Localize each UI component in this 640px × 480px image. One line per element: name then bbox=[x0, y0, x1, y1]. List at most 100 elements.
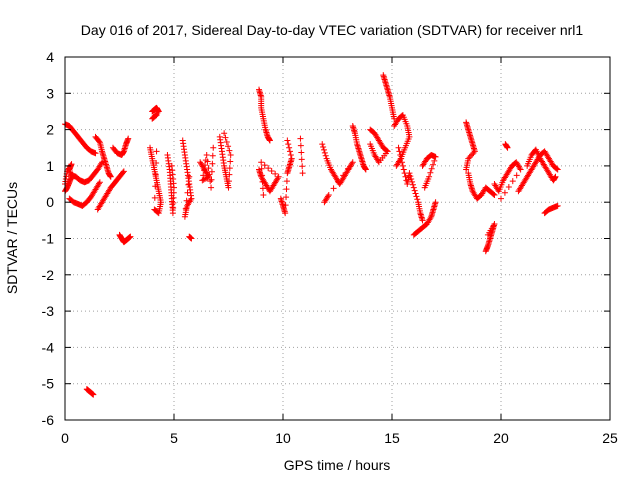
data-point bbox=[463, 166, 470, 173]
data-point bbox=[517, 166, 524, 173]
data-point bbox=[411, 187, 418, 194]
x-tick-label: 25 bbox=[602, 430, 618, 446]
data-point bbox=[274, 175, 281, 182]
data-point bbox=[552, 173, 559, 180]
data-point bbox=[169, 210, 176, 217]
data-point bbox=[467, 152, 474, 159]
data-point bbox=[226, 171, 233, 178]
data-point bbox=[344, 165, 351, 172]
data-point bbox=[286, 144, 293, 151]
data-point bbox=[98, 160, 105, 167]
data-point bbox=[297, 142, 304, 149]
y-tick-label: 3 bbox=[46, 85, 54, 101]
data-point bbox=[288, 155, 295, 162]
data-point bbox=[96, 138, 103, 145]
data-point bbox=[259, 185, 266, 192]
data-point bbox=[155, 108, 162, 115]
data-point bbox=[208, 184, 215, 191]
data-point bbox=[322, 152, 329, 159]
data-point bbox=[170, 199, 177, 206]
data-point bbox=[203, 175, 210, 182]
data-point bbox=[396, 148, 403, 155]
y-tick-label: -3 bbox=[42, 303, 55, 319]
data-point bbox=[322, 197, 329, 204]
data-point bbox=[153, 159, 160, 166]
data-point bbox=[206, 171, 213, 178]
data-point bbox=[395, 144, 402, 151]
data-point bbox=[207, 178, 214, 185]
data-point bbox=[225, 184, 232, 191]
data-point bbox=[208, 168, 215, 175]
data-point bbox=[427, 169, 434, 176]
data-point bbox=[383, 147, 390, 154]
data-point bbox=[398, 155, 405, 162]
data-point bbox=[107, 173, 114, 180]
data-point bbox=[554, 202, 561, 209]
data-point bbox=[330, 185, 337, 192]
data-point bbox=[513, 172, 520, 179]
data-point bbox=[265, 165, 272, 172]
data-point bbox=[223, 138, 230, 145]
data-point bbox=[266, 137, 273, 144]
data-point bbox=[362, 166, 369, 173]
data-point bbox=[170, 194, 177, 201]
data-point bbox=[413, 193, 420, 200]
data-point bbox=[408, 175, 415, 182]
data-point bbox=[226, 165, 233, 172]
data-point bbox=[181, 213, 188, 220]
chart-title: Day 016 of 2017, Sidereal Day-to-day VTE… bbox=[81, 22, 584, 38]
data-point bbox=[299, 163, 306, 170]
x-tick-label: 10 bbox=[275, 430, 291, 446]
data-point bbox=[491, 191, 498, 198]
y-axis-label: SDTVAR / TECUs bbox=[4, 182, 20, 294]
data-point bbox=[210, 144, 217, 151]
y-tick-labels: -6 -5 -4 -3 -2 -1 0 1 2 3 4 bbox=[42, 49, 55, 428]
data-point bbox=[432, 153, 439, 160]
data-point bbox=[227, 158, 234, 165]
data-point bbox=[258, 159, 265, 166]
data-point bbox=[429, 161, 436, 168]
data-point bbox=[268, 167, 275, 174]
data-point bbox=[348, 160, 355, 167]
data-point bbox=[400, 166, 407, 173]
y-tick-label: 1 bbox=[46, 158, 54, 174]
data-point bbox=[120, 168, 127, 175]
data-point bbox=[259, 172, 266, 179]
data-point bbox=[319, 141, 326, 148]
data-point bbox=[184, 189, 191, 196]
data-point bbox=[282, 210, 289, 217]
data-point bbox=[127, 233, 134, 240]
data-point bbox=[321, 149, 328, 156]
data-point bbox=[340, 172, 347, 179]
data-point bbox=[151, 206, 158, 213]
data-point bbox=[92, 150, 99, 157]
data-point bbox=[432, 199, 439, 206]
data-point bbox=[299, 170, 306, 177]
data-point bbox=[285, 141, 292, 148]
data-point bbox=[260, 191, 267, 198]
data-point bbox=[184, 201, 191, 208]
data-point bbox=[553, 165, 560, 172]
data-point bbox=[182, 205, 189, 212]
data-point bbox=[349, 159, 356, 166]
data-point bbox=[119, 169, 126, 176]
data-point bbox=[225, 178, 232, 185]
data-point bbox=[188, 235, 195, 242]
data-point bbox=[284, 137, 291, 144]
data-point bbox=[367, 141, 374, 148]
data-point bbox=[402, 173, 409, 180]
data-point bbox=[152, 112, 159, 119]
y-tick-label: -6 bbox=[42, 412, 55, 428]
data-point bbox=[153, 148, 160, 155]
data-point bbox=[504, 144, 511, 151]
data-point bbox=[275, 173, 282, 180]
data-point bbox=[409, 178, 416, 185]
data-point bbox=[498, 195, 504, 202]
data-point bbox=[272, 170, 279, 177]
data-point bbox=[469, 151, 476, 158]
x-tick-label: 15 bbox=[384, 430, 400, 446]
data-point bbox=[205, 165, 212, 172]
data-point bbox=[222, 134, 229, 141]
data-point bbox=[393, 162, 400, 169]
data-point bbox=[399, 162, 406, 169]
